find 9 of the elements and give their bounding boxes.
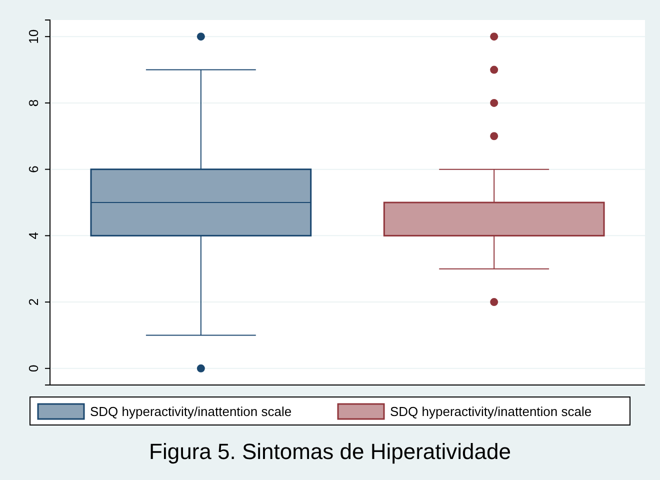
legend-label: SDQ hyperactivity/inattention scale	[90, 404, 292, 419]
text: Figura 5. Sintomas de Hiperatividade	[149, 439, 511, 464]
y-tick-label: 2	[26, 298, 41, 306]
y-tick-label: 6	[26, 166, 41, 173]
y-tick-label: 0	[26, 364, 41, 372]
y-tick-label: 8	[26, 99, 41, 107]
y-tick-label: 10	[26, 29, 41, 44]
legend-label: SDQ hyperactivity/inattention scale	[390, 404, 592, 419]
y-tick-label: 4	[26, 232, 41, 240]
